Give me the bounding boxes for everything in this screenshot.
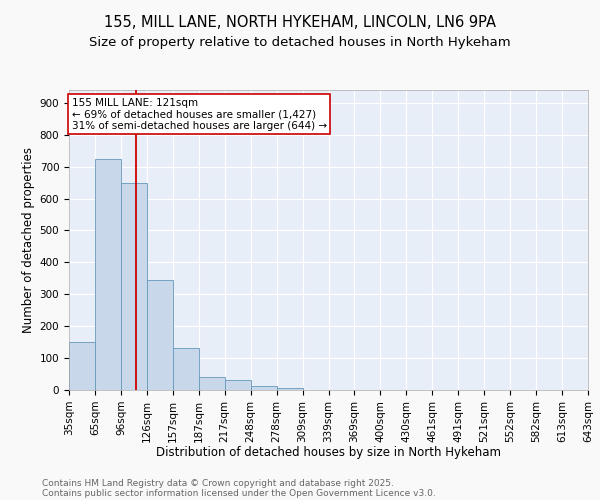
Text: Contains HM Land Registry data © Crown copyright and database right 2025.: Contains HM Land Registry data © Crown c… — [42, 478, 394, 488]
Bar — [69, 342, 95, 390]
Text: Size of property relative to detached houses in North Hykeham: Size of property relative to detached ho… — [89, 36, 511, 49]
Bar — [225, 380, 251, 390]
Y-axis label: Number of detached properties: Number of detached properties — [22, 147, 35, 333]
Bar — [121, 182, 147, 390]
Bar — [277, 388, 302, 390]
Text: 155, MILL LANE, NORTH HYKEHAM, LINCOLN, LN6 9PA: 155, MILL LANE, NORTH HYKEHAM, LINCOLN, … — [104, 15, 496, 30]
Bar — [147, 280, 173, 390]
Text: 155 MILL LANE: 121sqm
← 69% of detached houses are smaller (1,427)
31% of semi-d: 155 MILL LANE: 121sqm ← 69% of detached … — [71, 98, 327, 130]
Text: Contains public sector information licensed under the Open Government Licence v3: Contains public sector information licen… — [42, 488, 436, 498]
Bar — [251, 386, 277, 390]
Bar — [95, 160, 121, 390]
Bar — [173, 348, 199, 390]
Bar — [199, 376, 224, 390]
X-axis label: Distribution of detached houses by size in North Hykeham: Distribution of detached houses by size … — [156, 446, 501, 459]
